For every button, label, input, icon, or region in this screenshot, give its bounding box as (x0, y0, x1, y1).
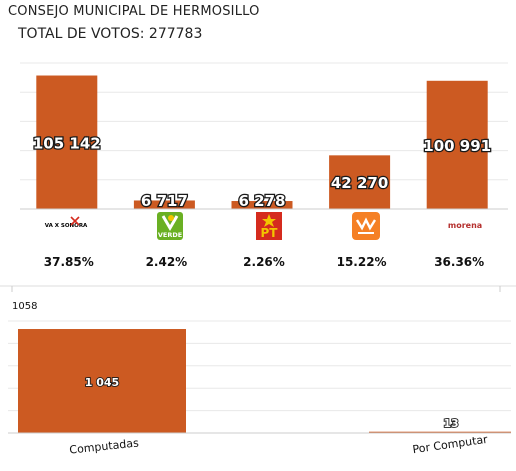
bar-verde[interactable] (133, 200, 195, 209)
party-logos: VA X SONORA VERDE PT morena (45, 212, 482, 240)
category-label-computadas: Computadas (69, 436, 140, 456)
actas-chart: 1058 1 045 Computadas 13 Por Computar (8, 301, 511, 457)
max-value-label: 1058 (12, 301, 37, 312)
vaxsonora-logo-icon: VA X SONORA (45, 216, 88, 229)
value-label-pt: 6 278 (239, 192, 286, 210)
percentage-pt: 2.26% (243, 255, 285, 269)
vaxsonora-logo-text: VA X SONORA (45, 223, 88, 229)
value-label-por-computar: 13 (443, 417, 458, 430)
verde-logo-text: VERDE (158, 231, 182, 239)
category-label-por-computar: Por Computar (412, 433, 489, 456)
value-label-computadas: 1 045 (85, 376, 119, 389)
value-label-verde: 6 717 (141, 192, 188, 210)
percentage-verde: 2.42% (146, 255, 188, 269)
morena-logo-icon: morena (448, 221, 482, 230)
pt-logo-icon: PT (256, 212, 282, 240)
total-votes: TOTAL DE VOTOS: 277783 (18, 26, 203, 42)
bar-mc[interactable] (329, 155, 391, 209)
page-title: CONSEJO MUNICIPAL DE HERMOSILLO (8, 4, 260, 19)
percentage-morena: 36.36% (434, 255, 484, 269)
bar-por-computar[interactable] (369, 431, 511, 433)
percentage-mc: 15.22% (337, 255, 387, 269)
value-label-mc: 42 270 (331, 174, 388, 192)
value-label-vaxsonora: 105 142 (33, 134, 101, 152)
mc-logo-icon (352, 212, 380, 240)
bar-pt[interactable] (231, 201, 293, 209)
bar-vaxsonora[interactable] (36, 75, 98, 209)
bar-morena[interactable] (426, 80, 488, 209)
morena-logo-text: morena (448, 221, 482, 230)
value-label-morena: 100 991 (423, 137, 491, 155)
bar-computadas[interactable] (18, 329, 186, 433)
verde-logo-icon: VERDE (157, 212, 183, 240)
votes-chart: 105 142 37.85% 6 717 2.42% 6 278 2.26% 42 270 1… (0, 62, 516, 292)
pt-logo-text: PT (261, 226, 279, 240)
percentage-vaxsonora: 37.85% (44, 255, 94, 269)
